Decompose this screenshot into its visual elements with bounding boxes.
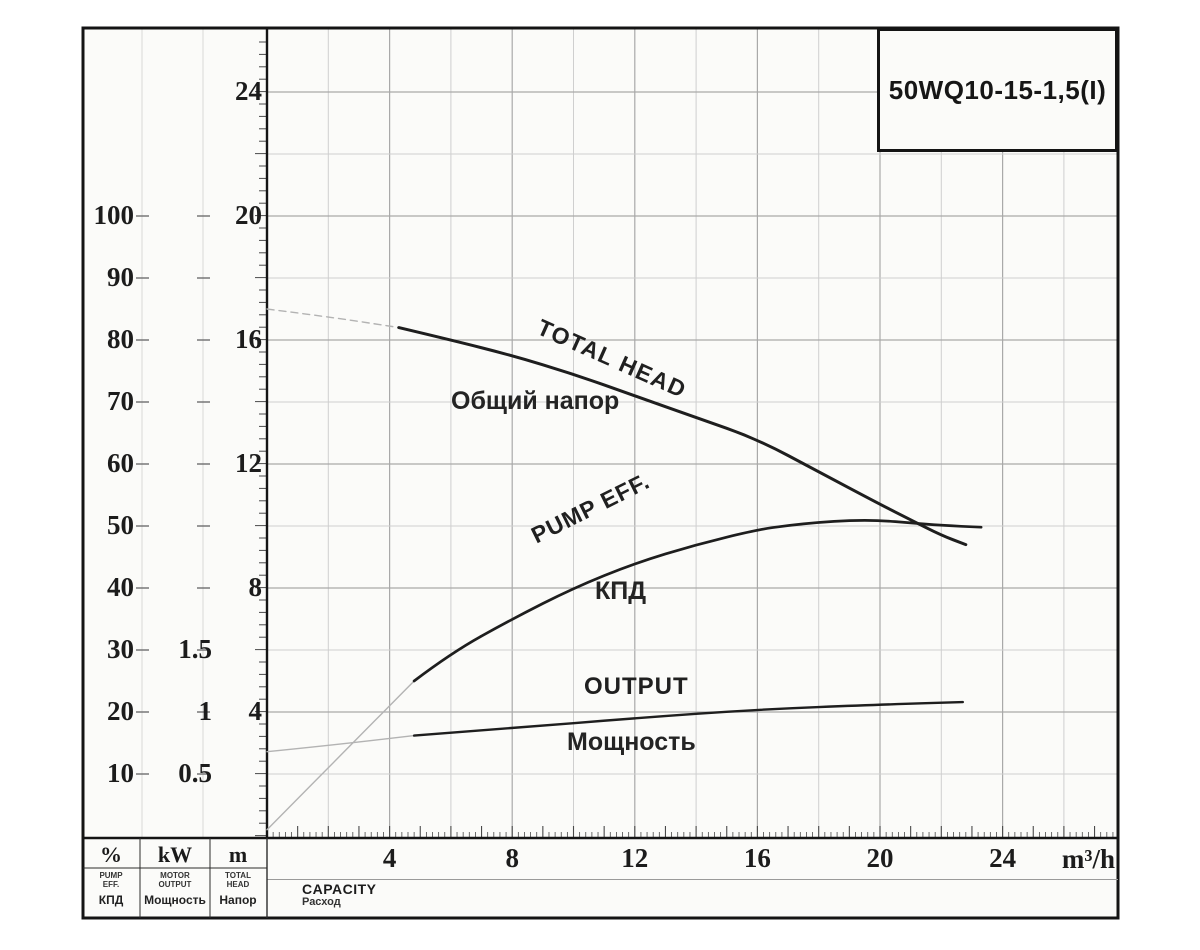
pump-eff-curve [412,519,983,683]
head-axis-tick-12: 12 [235,448,262,478]
head-axis-tick-16: 16 [235,324,262,354]
power-axis-tick-1: 1 [198,696,213,726]
eff-axis-tick-70: 70 [107,386,134,416]
legend-ru-1: Мощность [144,893,206,907]
eff-axis-tick-20: 20 [107,696,134,726]
legend-en-0: PUMP EFF. [99,871,123,889]
legend-unit-m: m [228,842,248,867]
eff-axis-tick-90: 90 [107,262,134,292]
model-title-box: 50WQ10-15-1,5(I) [877,28,1118,152]
x-axis-title-en: CAPACITY [302,881,377,897]
model-number: 50WQ10-15-1,5(I) [888,74,1107,105]
power-axis-tick-1.5: 1.5 [178,634,212,664]
eff-axis-tick-40: 40 [107,572,134,602]
output-curve-label-ru: Мощность [567,728,696,756]
figure-background [83,28,1118,918]
capacity-axis-tick-4: 4 [382,843,397,873]
total-head-curve-faint [266,308,400,329]
legend-ru-0: КПД [98,893,124,907]
head-axis-tick-24: 24 [235,76,262,106]
eff-axis-tick-50: 50 [107,510,134,540]
eff-axis-tick-30: 30 [107,634,134,664]
capacity-axis-tick-24: 24 [989,843,1017,873]
x-axis-unit: m³/h [1061,844,1115,874]
total-head-curve-label-ru: Общий напор [451,387,620,415]
legend-unit-kw: kW [157,842,193,867]
eff-axis-tick-100: 100 [93,200,135,230]
legend-ru-2: Напор [219,893,257,907]
output-curve-label-en: OUTPUT [584,673,689,700]
legend-en-1: MOTOR OUTPUT [158,871,192,889]
capacity-axis-tick-16: 16 [743,843,771,873]
head-axis-tick-8: 8 [248,572,263,602]
power-axis-tick-0.5: 0.5 [178,758,212,788]
total-head-curve [397,326,968,547]
capacity-axis-tick-8: 8 [505,843,519,873]
pump-eff-curve-label-ru: КПД [595,577,647,605]
eff-axis-tick-80: 80 [107,324,134,354]
eff-axis-tick-60: 60 [107,448,134,478]
output-curve [412,700,964,737]
head-axis-tick-20: 20 [235,200,262,230]
head-axis-tick-4: 4 [248,696,263,726]
pump-eff-curve-faint [266,680,415,831]
legend-en-2: TOTAL HEAD [225,871,251,889]
eff-axis-tick-10: 10 [107,758,134,788]
output-curve-faint [266,734,415,753]
capacity-axis-tick-12: 12 [621,843,649,873]
x-axis-title-ru: Расход [302,896,341,908]
capacity-axis-tick-20: 20 [866,843,894,873]
legend-unit-percent: % [100,842,122,867]
figure-frame [81,26,1120,920]
